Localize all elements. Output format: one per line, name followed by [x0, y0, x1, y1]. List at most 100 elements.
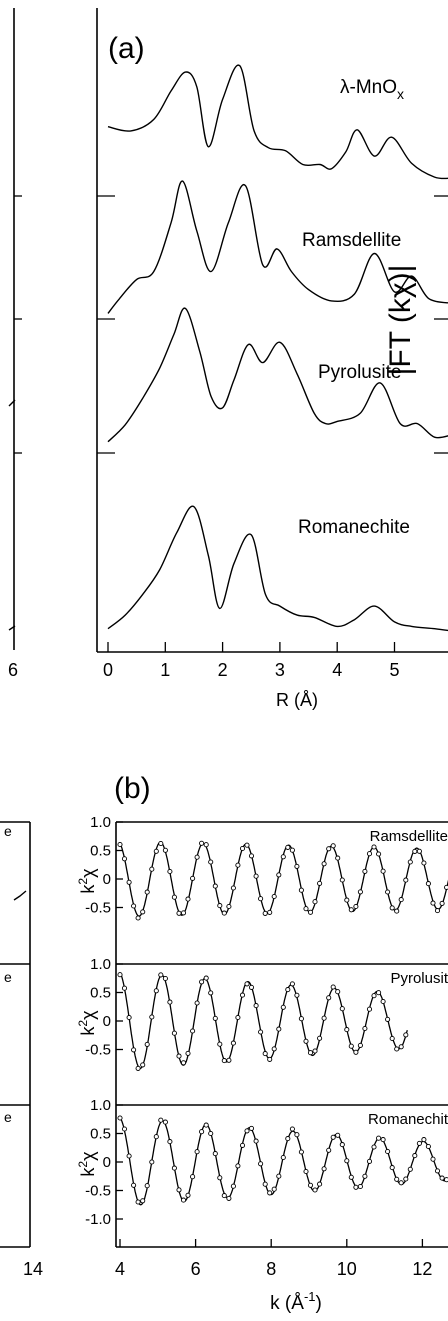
data-point-ramsdellite [412, 848, 418, 854]
data-point-pyrolusite [298, 1016, 304, 1022]
data-point-pyrolusite [403, 1032, 409, 1038]
data-point-pyrolusite [285, 987, 291, 993]
panel-b: (b) e e e 14 1.0 0.5 0 -0.5 k2χ Ramsdellite 1.… [0, 772, 448, 1314]
data-point-pyrolusite [239, 992, 246, 998]
data-point-pyrolusite [194, 1000, 200, 1006]
data-point-pyrolusite [380, 998, 386, 1005]
data-point-pyrolusite [339, 1006, 345, 1012]
data-point-romanechite [376, 1135, 382, 1141]
data-point-pyrolusite [180, 1060, 187, 1066]
data-point-romanechite [235, 1163, 241, 1169]
data-point-romanechite [276, 1173, 282, 1179]
y-axis-label-b: k2χ [76, 1010, 98, 1036]
left-strip-label: e [4, 823, 12, 839]
data-point-romanechite [135, 1199, 141, 1205]
data-point-pyrolusite [353, 1049, 359, 1055]
data-point-pyrolusite [321, 1015, 327, 1021]
data-point-ramsdellite [444, 884, 448, 890]
data-point-ramsdellite [298, 887, 304, 893]
data-point-romanechite [158, 1117, 164, 1123]
left-strip-tick-label-b: 14 [23, 1259, 43, 1279]
data-point-romanechite [253, 1138, 259, 1144]
data-point-pyrolusite [230, 1040, 236, 1046]
data-point-romanechite [412, 1153, 418, 1159]
data-point-pyrolusite [248, 984, 255, 990]
data-point-pyrolusite [121, 985, 128, 991]
data-point-ramsdellite [330, 843, 336, 849]
data-point-pyrolusite [307, 1050, 314, 1056]
data-point-pyrolusite [244, 981, 250, 987]
data-point-romanechite [190, 1174, 196, 1180]
series-label-pyrolusite: Pyrolusite [318, 362, 401, 383]
data-point-romanechite [425, 1143, 431, 1150]
data-point-ramsdellite [344, 897, 350, 903]
data-point-romanechite [321, 1166, 327, 1172]
data-point-ramsdellite [303, 906, 309, 912]
panel-label-b: (b) [114, 772, 151, 805]
data-point-romanechite [167, 1139, 173, 1145]
series-line-romanechite [107, 505, 448, 632]
data-point-ramsdellite [407, 859, 413, 865]
series-line--mnox [107, 64, 448, 180]
y-tick-label: 1.0 [90, 814, 111, 831]
data-point-pyrolusite [371, 993, 377, 999]
data-point-pyrolusite [312, 1048, 318, 1054]
data-point-romanechite [439, 1175, 445, 1181]
data-point-pyrolusite [289, 981, 295, 987]
data-point-pyrolusite [394, 1046, 400, 1052]
data-point-pyrolusite [126, 1014, 132, 1021]
data-point-romanechite [230, 1183, 236, 1189]
data-point-ramsdellite [294, 863, 300, 869]
data-point-romanechite [208, 1130, 214, 1137]
data-point-romanechite [285, 1136, 291, 1142]
data-point-pyrolusite [144, 1041, 150, 1047]
data-point-ramsdellite [394, 908, 400, 914]
data-point-ramsdellite [335, 855, 341, 861]
data-point-ramsdellite [171, 894, 177, 900]
data-point-pyrolusite [280, 1004, 286, 1010]
data-point-romanechite [339, 1142, 345, 1148]
data-point-ramsdellite [371, 844, 377, 850]
data-point-ramsdellite [258, 896, 264, 902]
data-point-ramsdellite [326, 846, 332, 852]
data-point-romanechite [271, 1186, 277, 1192]
data-point-ramsdellite [321, 861, 327, 867]
data-point-romanechite [344, 1158, 350, 1164]
x-tick-label: 10 [337, 1259, 357, 1279]
y-tick-label: 0 [103, 871, 111, 888]
data-point-pyrolusite [153, 988, 159, 994]
x-tick-label: 0 [103, 660, 113, 680]
y-axis-label-b: k2χ [76, 868, 98, 894]
x-tick-label: 5 [389, 660, 399, 680]
data-point-romanechite [371, 1144, 377, 1150]
data-point-romanechite [335, 1132, 341, 1138]
fit-line-romanechite [119, 1117, 448, 1206]
data-point-ramsdellite [199, 840, 205, 846]
data-point-pyrolusite [212, 1015, 218, 1021]
left-strip-curve [13, 890, 27, 901]
y-tick-label: -0.5 [85, 900, 111, 917]
data-point-romanechite [394, 1176, 400, 1182]
data-point-romanechite [317, 1181, 323, 1187]
data-point-romanechite [280, 1154, 286, 1161]
data-point-ramsdellite [244, 842, 250, 848]
x-tick-label: 4 [115, 1259, 125, 1279]
y-tick-label: 0.5 [90, 1126, 111, 1143]
data-point-ramsdellite [135, 915, 141, 921]
data-point-romanechite [407, 1166, 413, 1172]
data-point-ramsdellite [285, 844, 291, 850]
data-point-romanechite [434, 1168, 441, 1174]
data-point-romanechite [199, 1129, 205, 1135]
data-point-pyrolusite [158, 972, 164, 978]
y-tick-label: 0.5 [90, 985, 111, 1002]
data-point-pyrolusite [226, 1057, 232, 1063]
data-point-romanechite [403, 1176, 409, 1182]
data-point-romanechite [362, 1173, 368, 1179]
data-point-pyrolusite [335, 989, 341, 995]
data-point-romanechite [326, 1147, 332, 1153]
y-tick-label: -0.5 [85, 1183, 111, 1200]
data-point-romanechite [248, 1125, 255, 1131]
data-point-ramsdellite [226, 903, 232, 910]
data-point-romanechite [380, 1137, 386, 1143]
